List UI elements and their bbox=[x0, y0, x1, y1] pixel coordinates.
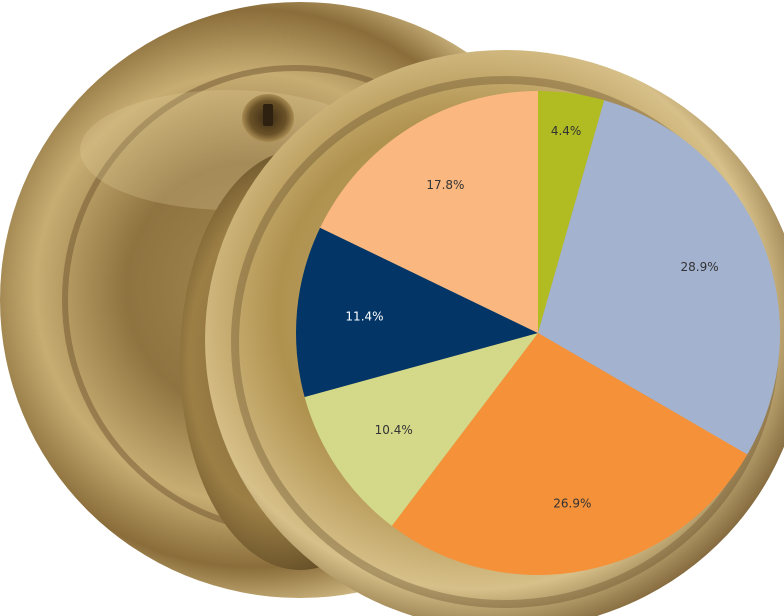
pie-slice-1 bbox=[538, 91, 605, 333]
pie-slice-label-1: 4.4% bbox=[551, 124, 582, 138]
pie-slice-label-5: 11.4% bbox=[345, 310, 383, 324]
pie-slice-label-6: 17.8% bbox=[426, 178, 464, 192]
pie-slice-2 bbox=[538, 100, 780, 455]
pie-slice-6 bbox=[320, 91, 538, 333]
pie-slice-label-4: 10.4% bbox=[375, 423, 413, 437]
pie-slice-3 bbox=[391, 333, 748, 575]
keyhole-slot bbox=[263, 104, 273, 126]
pie-slice-label-3: 26.9% bbox=[553, 496, 591, 510]
pie-chart: 4.4% 28.9% 26.9% 10.4% 11.4% 17.8% bbox=[296, 91, 780, 575]
pie-slice-4 bbox=[304, 333, 538, 526]
pie-slice-5 bbox=[296, 227, 538, 397]
pie-slice-label-2: 28.9% bbox=[680, 260, 718, 274]
